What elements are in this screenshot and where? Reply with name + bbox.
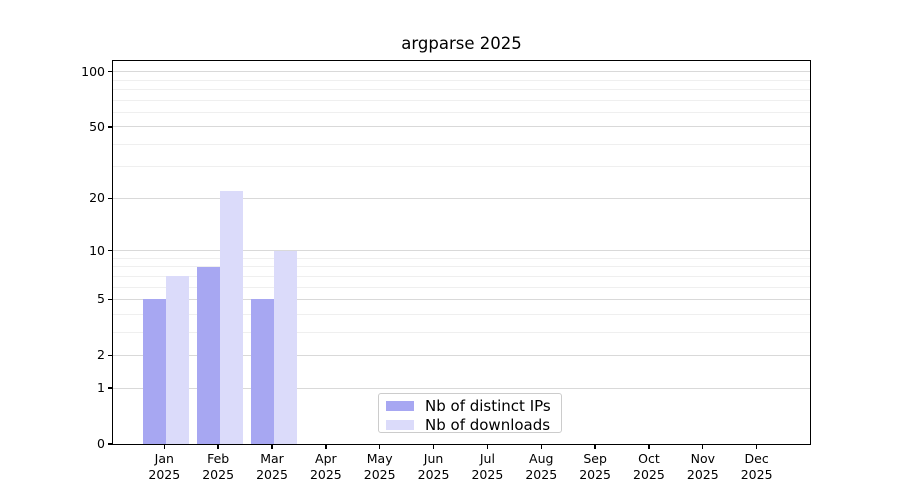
x-tick-label: Mar 2025 [240,451,304,482]
y-tick-mark [108,387,112,389]
legend-label: Nb of distinct IPs [425,397,551,415]
minor-gridline [113,111,810,113]
x-tick-year: 2025 [525,466,558,482]
minor-gridline [113,266,810,268]
x-tick-label: Nov 2025 [671,451,735,482]
major-gridline [113,298,810,300]
x-tick-year: 2025 [471,466,504,482]
x-tick-month: Apr [315,451,337,466]
x-tick-mark [755,445,758,449]
bar [251,299,274,444]
y-tick-mark [108,197,112,200]
y-tick-label: 50 [89,118,105,134]
bar [143,299,167,444]
y-tick-label: 10 [89,242,105,258]
y-tick-mark [108,298,112,301]
x-tick-label: Jan 2025 [132,451,196,482]
legend: Nb of distinct IPs Nb of downloads [378,393,562,433]
major-gridline [113,197,810,199]
x-tick-year: 2025 [256,466,288,482]
major-gridline [113,354,810,356]
minor-gridline [113,257,810,259]
x-tick-year: 2025 [309,466,342,482]
y-tick-label: 5 [97,291,105,307]
x-tick-mark [432,445,435,449]
legend-swatch [386,401,414,411]
x-tick-month: Sep [583,451,607,466]
y-tick-mark [108,70,112,73]
major-gridline [113,71,810,73]
x-tick-year: 2025 [202,466,235,482]
major-gridline [113,387,810,389]
bar [273,250,297,444]
x-tick-mark [486,445,489,449]
x-tick-label: Jun 2025 [402,451,466,482]
minor-gridline [113,99,810,101]
major-gridline [113,126,810,128]
x-tick-month: Nov [690,451,715,466]
legend-item: Nb of downloads [379,417,563,433]
x-tick-mark [271,445,273,449]
x-tick-mark [217,445,219,449]
x-tick-month: Jul [479,451,495,466]
minor-gridline [113,275,810,277]
x-tick-month: Aug [529,451,554,466]
x-tick-label: Jul 2025 [455,451,519,482]
y-tick-label: 1 [97,380,105,396]
x-tick-year: 2025 [579,466,611,482]
y-tick-label: 20 [89,190,105,206]
y-tick-mark [108,126,112,128]
minor-gridline [113,79,810,81]
x-tick-mark [325,445,327,449]
minor-gridline [113,88,810,90]
legend-label: Nb of downloads [425,416,551,434]
x-tick-label: Apr 2025 [294,451,358,482]
y-tick-label: 0 [97,436,105,451]
x-tick-year: 2025 [417,466,450,482]
x-tick-year: 2025 [740,466,773,482]
bar [197,266,220,444]
x-tick-month: Dec [744,451,769,466]
y-tick-label: 100 [81,63,105,79]
x-tick-month: Oct [638,451,660,466]
x-tick-mark [540,445,542,449]
plot-area [112,60,811,445]
x-tick-label: Dec 2025 [725,451,789,482]
y-tick-mark [108,249,112,252]
x-tick-month: May [366,451,393,466]
x-tick-label: Feb 2025 [186,451,250,482]
x-tick-mark [163,445,165,449]
x-tick-label: Oct 2025 [617,451,681,482]
legend-item: Nb of distinct IPs [379,398,563,414]
chart-title: argparse 2025 [401,34,522,53]
y-tick-mark [108,443,112,445]
minor-gridline [113,313,810,315]
x-tick-year: 2025 [148,466,181,482]
x-tick-label: May 2025 [348,451,412,482]
x-tick-month: Mar [260,451,284,466]
x-tick-year: 2025 [686,466,719,482]
x-tick-month: Jun [423,451,444,466]
x-tick-mark [594,445,596,449]
y-tick-mark [108,354,112,357]
x-tick-mark [379,445,381,449]
x-tick-mark [648,445,650,449]
x-tick-month: Jan [154,451,174,466]
minor-gridline [113,143,810,145]
bar [166,276,189,444]
legend-swatch [386,420,414,430]
x-tick-label: Sep 2025 [563,451,627,482]
major-gridline [113,250,810,252]
x-tick-year: 2025 [633,466,665,482]
x-tick-mark [702,445,704,449]
minor-gridline [113,331,810,333]
x-tick-year: 2025 [363,466,396,482]
x-tick-month: Feb [207,451,230,466]
y-tick-label: 2 [97,347,105,363]
x-tick-label: Aug 2025 [509,451,573,482]
minor-gridline [113,166,810,168]
bar [219,191,243,444]
minor-gridline [113,286,810,288]
